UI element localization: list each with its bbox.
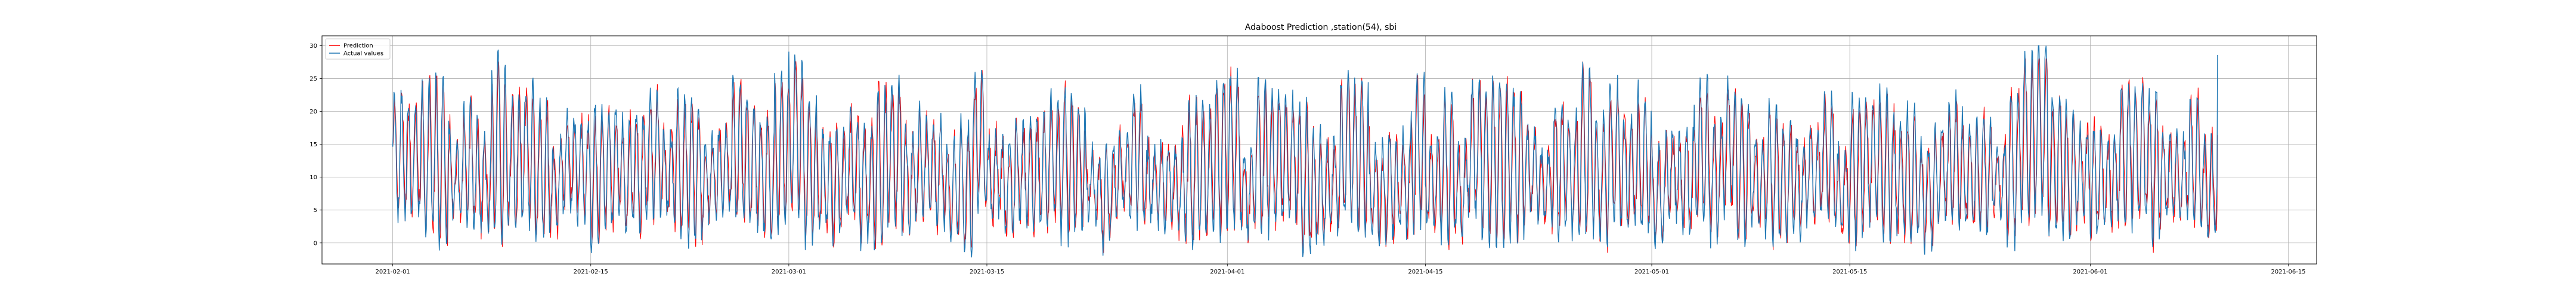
y-tick-label: 5 (314, 207, 317, 214)
y-tick-label: 10 (309, 174, 317, 181)
legend-box (325, 38, 391, 60)
y-tick-label: 25 (309, 76, 317, 82)
y-tick-label: 30 (309, 43, 317, 50)
x-tick-label: 2021-05-15 (1832, 269, 1867, 275)
legend-label: Actual values (343, 51, 383, 57)
x-tick-label: 2021-02-01 (376, 269, 410, 275)
legend-label: Prediction (343, 43, 373, 50)
chart-title: Adaboost Prediction ,station(54), sbi (1245, 23, 1397, 32)
series-line-actual-values (392, 45, 2218, 258)
x-tick-label: 2021-04-01 (1210, 269, 1244, 275)
y-tick-label: 0 (314, 240, 317, 247)
x-tick-label: 2021-02-15 (574, 269, 608, 275)
plot-area: 2021-02-01 2021-02-15 2021-03-01 2021-03-15… (309, 35, 2317, 275)
y-tick-label: 15 (309, 142, 317, 148)
x-tick-label: 2021-05-01 (1634, 269, 1669, 275)
y-tick-label: 20 (309, 109, 317, 115)
x-tick-label: 2021-03-01 (772, 269, 806, 275)
x-tick-label: 2021-06-01 (2073, 269, 2107, 275)
axes-frame (321, 35, 2317, 265)
x-tick-label: 2021-03-15 (970, 269, 1004, 275)
x-tick-label: 2021-04-15 (1408, 269, 1442, 275)
x-tick-label: 2021-06-15 (2271, 269, 2305, 275)
